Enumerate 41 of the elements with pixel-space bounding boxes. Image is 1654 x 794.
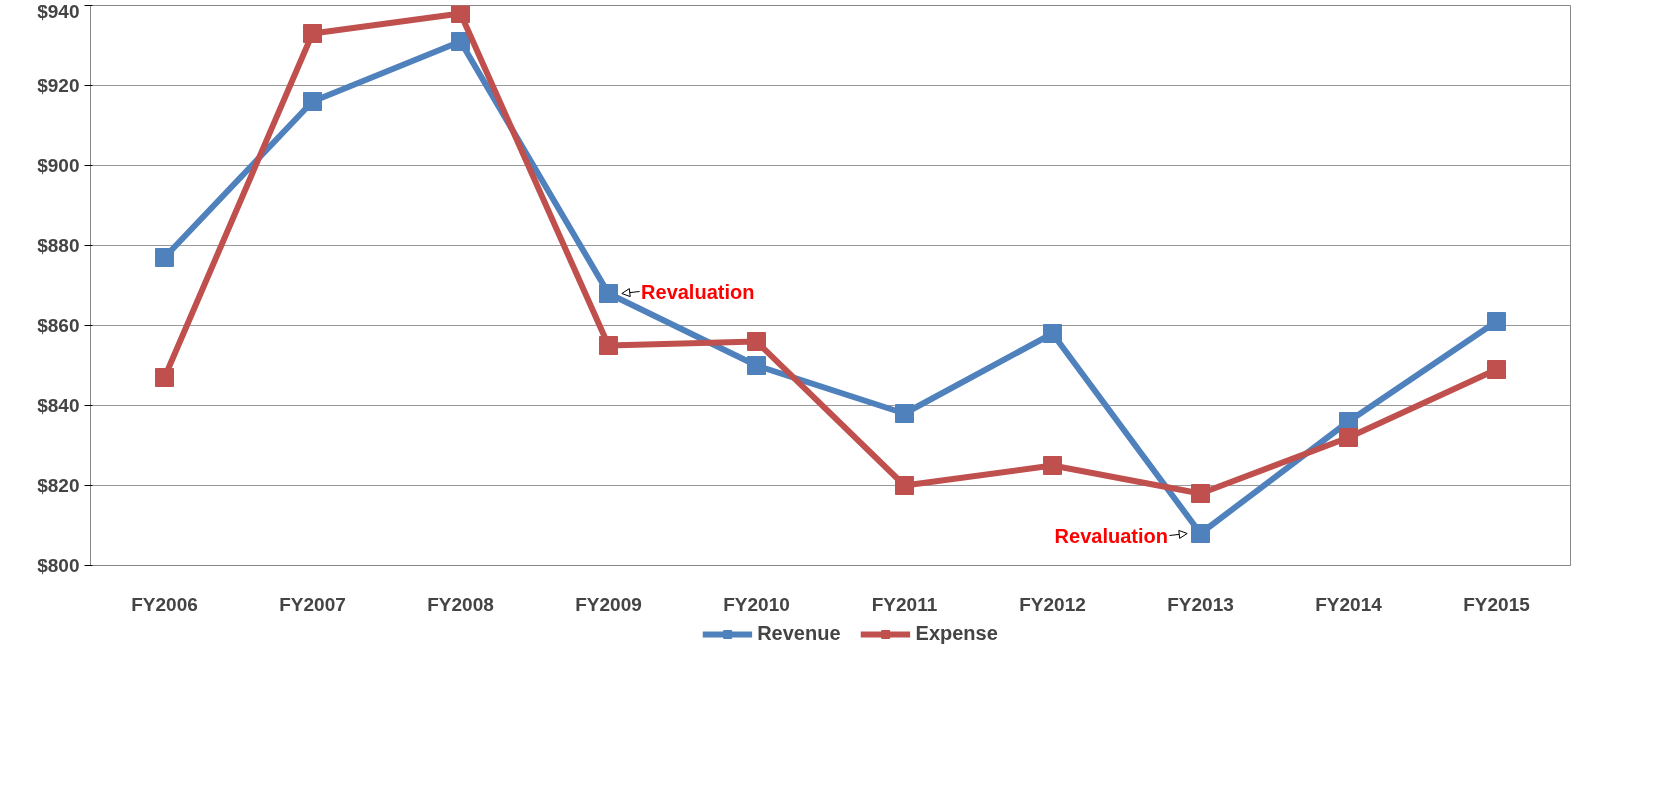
point	[1043, 456, 1062, 475]
point	[747, 356, 766, 375]
x-tick-label: FY2009	[575, 593, 642, 615]
y-tick-label: $900	[37, 155, 80, 176]
point	[1487, 312, 1506, 331]
point	[599, 284, 618, 303]
legend-label: Expense	[915, 622, 998, 645]
x-tick-label: FY2006	[131, 593, 198, 615]
x-tick-label: FY2015	[1463, 593, 1531, 615]
point	[747, 332, 766, 351]
x-tick-label: FY2010	[723, 593, 790, 615]
point	[451, 5, 470, 23]
point	[895, 404, 914, 423]
y-tick-label: $880	[37, 235, 80, 256]
point	[1191, 524, 1210, 543]
point	[451, 32, 470, 51]
annotation: Revaluation	[641, 280, 755, 303]
x-tick-label: FY2008	[427, 593, 494, 615]
y-tick-label: $940	[37, 0, 80, 22]
x-tick-label: FY2012	[1019, 593, 1086, 615]
y-tick-label: $800	[37, 555, 80, 576]
y-tick-label: $920	[37, 75, 80, 96]
y-tick-label: $820	[37, 475, 80, 496]
x-tick-label: FY2014	[1315, 593, 1383, 615]
y-tick-label: $860	[37, 315, 80, 336]
point	[1043, 324, 1062, 343]
x-tick-label: FY2011	[871, 593, 938, 615]
annotation: Revaluation	[1054, 524, 1168, 547]
point	[1339, 428, 1358, 447]
point	[303, 92, 322, 111]
point	[1487, 360, 1506, 379]
point	[155, 248, 174, 267]
point	[1191, 484, 1210, 503]
point	[895, 476, 914, 495]
point	[303, 24, 322, 43]
point	[155, 368, 174, 387]
legend-label: Revenue	[757, 622, 841, 645]
x-tick-label: FY2007	[279, 593, 346, 615]
point	[599, 336, 618, 355]
x-tick-label: FY2013	[1167, 593, 1234, 615]
y-tick-label: $840	[37, 395, 80, 416]
